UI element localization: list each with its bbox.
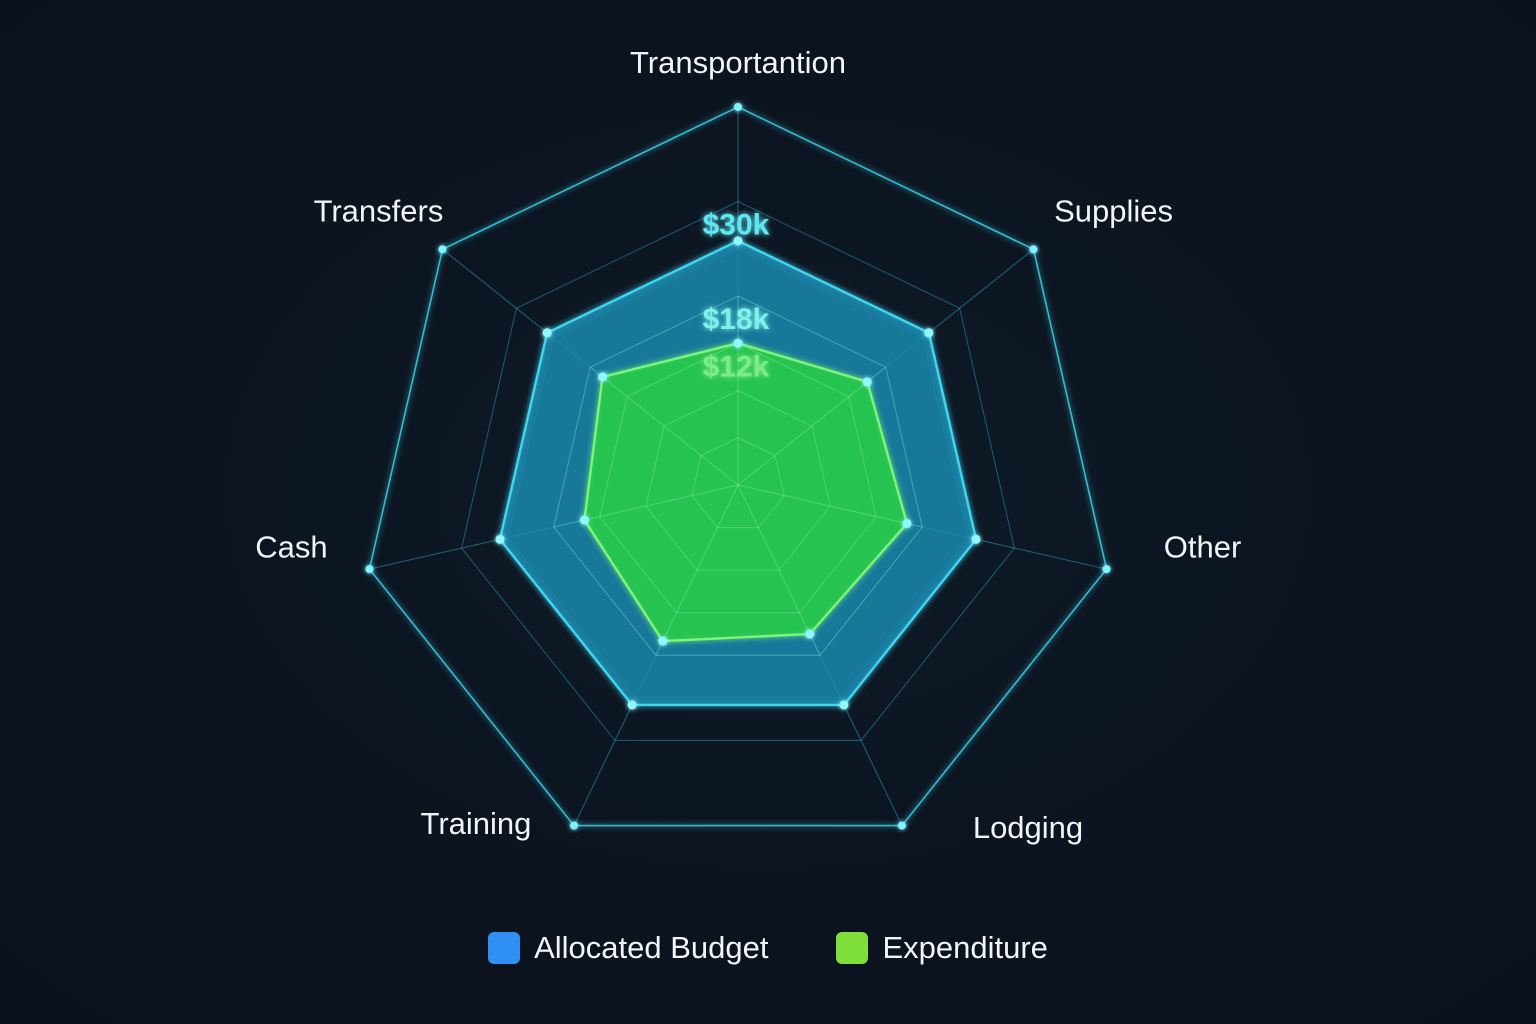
tick-label: $18k — [703, 303, 770, 336]
data-point — [658, 636, 668, 646]
grid-vertex-dot — [569, 821, 578, 830]
data-point — [598, 372, 608, 382]
legend: Allocated Budget Expenditure — [0, 920, 1536, 976]
data-point — [579, 515, 589, 525]
data-point — [733, 236, 743, 246]
axis-label-lodging: Lodging — [973, 810, 1083, 845]
grid-spoke-overlay — [737, 484, 923, 528]
axis-label-other: Other — [1164, 529, 1242, 564]
data-point — [862, 377, 872, 387]
radar-series — [495, 236, 981, 710]
axis-label-transportantion: Transportantion — [630, 45, 846, 80]
legend-swatch-expenditure — [836, 932, 869, 964]
grid-vertex-dot — [438, 245, 447, 254]
axis-label-training: Training — [421, 806, 532, 841]
grid-vertex-dot — [898, 821, 907, 830]
data-point — [627, 700, 637, 710]
grid-ring — [461, 200, 1015, 741]
legend-label: Allocated Budget — [534, 930, 769, 965]
legend-label: Expenditure — [882, 930, 1048, 965]
grid-vertex-dot — [1102, 565, 1111, 574]
data-point — [839, 700, 849, 710]
grid-spoke-overlay — [737, 484, 821, 656]
series-area-expenditure — [583, 342, 909, 643]
grid-ring-overlay — [691, 437, 785, 529]
grid-ring-overlay — [599, 342, 877, 614]
tick-label: $12k — [703, 350, 770, 383]
grid-ring-overlay — [553, 295, 923, 656]
data-point — [733, 338, 743, 348]
grid-spoke-overlay — [589, 366, 739, 486]
grid-spoke-overlay — [737, 366, 887, 486]
data-point — [805, 629, 815, 639]
radar-labels: $30k $18k $12k Transportantion Supplies Other… — [255, 45, 1241, 845]
axis-label-transfers: Transfers — [314, 194, 444, 229]
grid-vertex-dot — [734, 103, 742, 111]
data-point — [902, 519, 912, 529]
tick-label: $30k — [703, 209, 770, 242]
legend-item-allocated-budget[interactable]: Allocated Budget — [488, 930, 768, 966]
axis-label-supplies: Supplies — [1054, 194, 1173, 229]
grid-vertex-dot — [365, 565, 374, 574]
data-point — [495, 534, 505, 544]
data-point — [971, 534, 981, 544]
axis-label-cash: Cash — [255, 529, 327, 564]
grid-ring-overlay — [645, 389, 831, 571]
legend-swatch-allocated-budget — [488, 932, 521, 964]
legend-item-expenditure[interactable]: Expenditure — [836, 930, 1048, 966]
data-point — [542, 328, 552, 338]
data-point — [924, 328, 934, 338]
grid-ring — [368, 106, 1108, 827]
grid-spoke-overlay — [655, 484, 739, 656]
grid-vertex-dot — [1029, 245, 1038, 254]
